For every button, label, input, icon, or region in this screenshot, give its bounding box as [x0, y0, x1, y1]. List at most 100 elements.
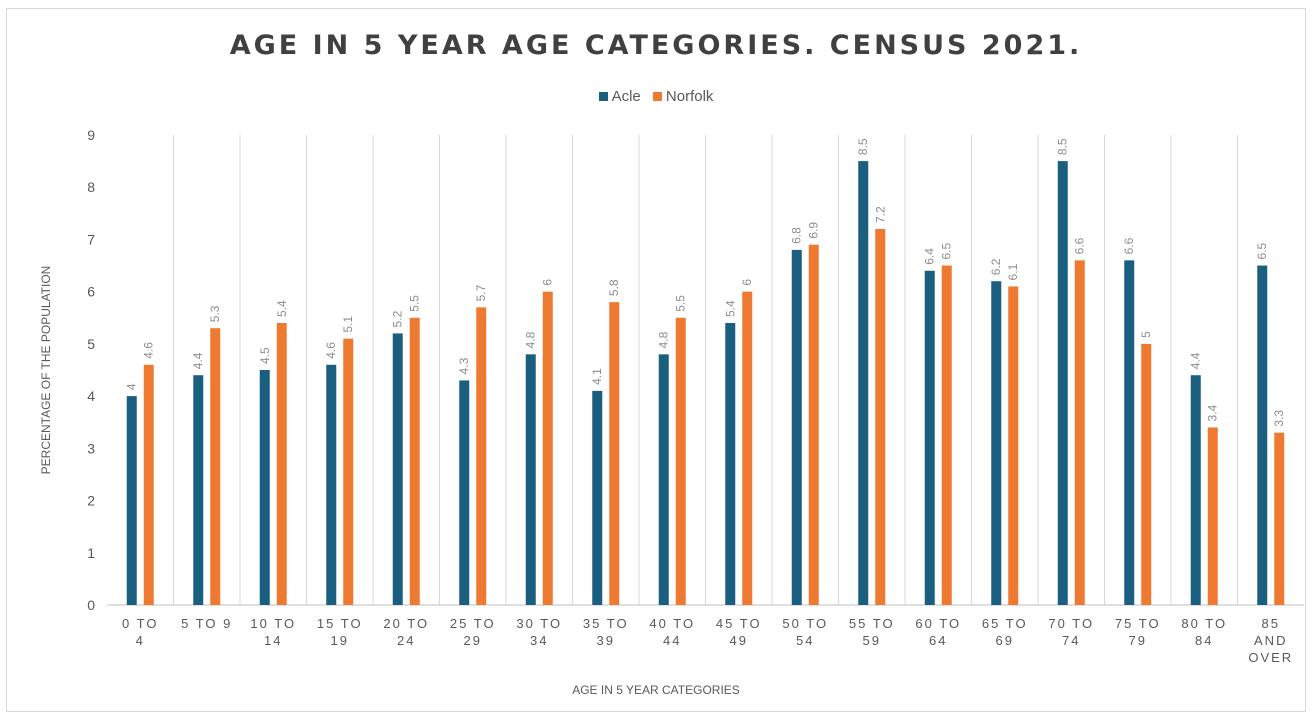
x-tick-label: 74	[1062, 633, 1080, 648]
data-label: 4.8	[524, 331, 538, 348]
data-label: 6.4	[923, 248, 937, 265]
x-tick-label: AND	[1254, 633, 1287, 648]
bar-norfolk	[1141, 343, 1152, 605]
bar-acle	[392, 333, 403, 605]
bar-acle	[725, 323, 736, 605]
bar-norfolk	[675, 317, 686, 605]
chart-title: AGE IN 5 YEAR AGE CATEGORIES. CENSUS 202…	[229, 30, 1083, 61]
bar-acle	[126, 396, 137, 605]
bar-acle	[791, 249, 802, 605]
bar-norfolk	[1207, 427, 1218, 605]
bar-norfolk	[742, 291, 753, 605]
bar-acle	[259, 370, 270, 605]
x-tick-label: 14	[264, 633, 282, 648]
x-tick-label: 45 TO	[716, 616, 762, 631]
data-label: 6.9	[807, 222, 821, 239]
bar-acle	[991, 281, 1002, 605]
x-tick-label: 70 TO	[1048, 616, 1094, 631]
x-tick-label: 55 TO	[849, 616, 895, 631]
bar-norfolk	[808, 244, 819, 605]
data-label: 6.8	[790, 227, 804, 244]
bar-acle	[326, 364, 337, 605]
bar-acle	[858, 161, 869, 605]
x-tick-label: 64	[929, 633, 947, 648]
legend-item-acle: Acle	[598, 88, 641, 105]
x-tick-label: 24	[397, 633, 415, 648]
data-label: 6	[541, 279, 555, 286]
x-tick-label: 30 TO	[516, 616, 562, 631]
bar-norfolk	[1074, 260, 1085, 605]
bar-norfolk	[542, 291, 553, 605]
x-tick-label: 69	[996, 633, 1014, 648]
data-label: 4.4	[1189, 352, 1203, 369]
data-label: 6.6	[1122, 237, 1136, 254]
x-tick-label: 0 TO	[122, 616, 158, 631]
bar-norfolk	[1008, 286, 1019, 605]
data-label: 6.1	[1006, 263, 1020, 280]
bar-acle	[592, 390, 603, 605]
y-tick-label: 8	[87, 179, 95, 195]
bar-acle	[1257, 265, 1268, 605]
x-tick-label: 80 TO	[1181, 616, 1227, 631]
y-tick-label: 6	[87, 284, 95, 300]
data-label: 7.2	[873, 206, 887, 223]
x-tick-label: 40 TO	[649, 616, 695, 631]
bar-norfolk	[210, 328, 221, 605]
x-tick-label: 5 TO 9	[181, 616, 232, 631]
x-tick-label: 84	[1195, 633, 1213, 648]
bar-acle	[459, 380, 470, 605]
bar-norfolk	[875, 229, 886, 605]
legend-swatch-acle	[598, 92, 608, 101]
x-tick-label: 54	[796, 633, 814, 648]
bar-acle	[924, 270, 935, 605]
x-tick-label: 50 TO	[782, 616, 828, 631]
x-tick-label: 4	[136, 633, 145, 648]
bar-norfolk	[143, 364, 154, 605]
data-label: 8.5	[1056, 138, 1070, 155]
x-tick-label: 34	[530, 633, 548, 648]
data-label: 4.5	[258, 347, 272, 364]
data-label: 6	[740, 279, 754, 286]
data-label: 5.8	[607, 279, 621, 296]
legend-swatch-norfolk	[652, 92, 662, 101]
x-tick-label: OVER	[1248, 650, 1293, 665]
x-tick-label: 65 TO	[982, 616, 1028, 631]
bar-norfolk	[409, 317, 420, 605]
bar-acle	[1190, 375, 1201, 605]
y-tick-label: 2	[87, 493, 95, 509]
data-label: 4.6	[142, 342, 156, 359]
data-label: 6.5	[1255, 243, 1269, 260]
y-tick-label: 1	[87, 545, 95, 561]
y-tick-label: 3	[87, 440, 95, 456]
legend: Acle Norfolk	[0, 88, 1312, 105]
x-tick-label: 10 TO	[250, 616, 296, 631]
bar-acle	[1057, 161, 1068, 605]
data-label: 4.4	[191, 352, 205, 369]
data-label: 5.5	[408, 295, 422, 312]
bar-norfolk	[1274, 432, 1285, 605]
x-tick-label: 79	[1129, 633, 1147, 648]
bar-acle	[658, 354, 669, 605]
bar-norfolk	[609, 302, 620, 605]
data-label: 4.6	[324, 342, 338, 359]
x-tick-label: 25 TO	[450, 616, 496, 631]
x-axis-title: AGE IN 5 YEAR CATEGORIES	[572, 683, 740, 697]
data-label: 5.2	[391, 310, 405, 327]
data-label: 3.3	[1272, 410, 1286, 427]
x-tick-label: 15 TO	[317, 616, 363, 631]
y-tick-label: 5	[87, 336, 95, 352]
bar-acle	[193, 375, 204, 605]
x-tick-label: 44	[663, 633, 681, 648]
bar-acle	[525, 354, 536, 605]
legend-item-norfolk: Norfolk	[652, 88, 713, 105]
x-tick-label: 39	[597, 633, 615, 648]
x-tick-label: 85	[1262, 616, 1280, 631]
data-label: 5.1	[341, 316, 355, 333]
data-label: 8.5	[856, 138, 870, 155]
data-label: 5.4	[275, 300, 289, 317]
legend-label-acle: Acle	[611, 88, 641, 105]
y-tick-label: 9	[87, 127, 95, 143]
x-tick-label: 60 TO	[915, 616, 961, 631]
data-label: 5	[1139, 331, 1153, 338]
